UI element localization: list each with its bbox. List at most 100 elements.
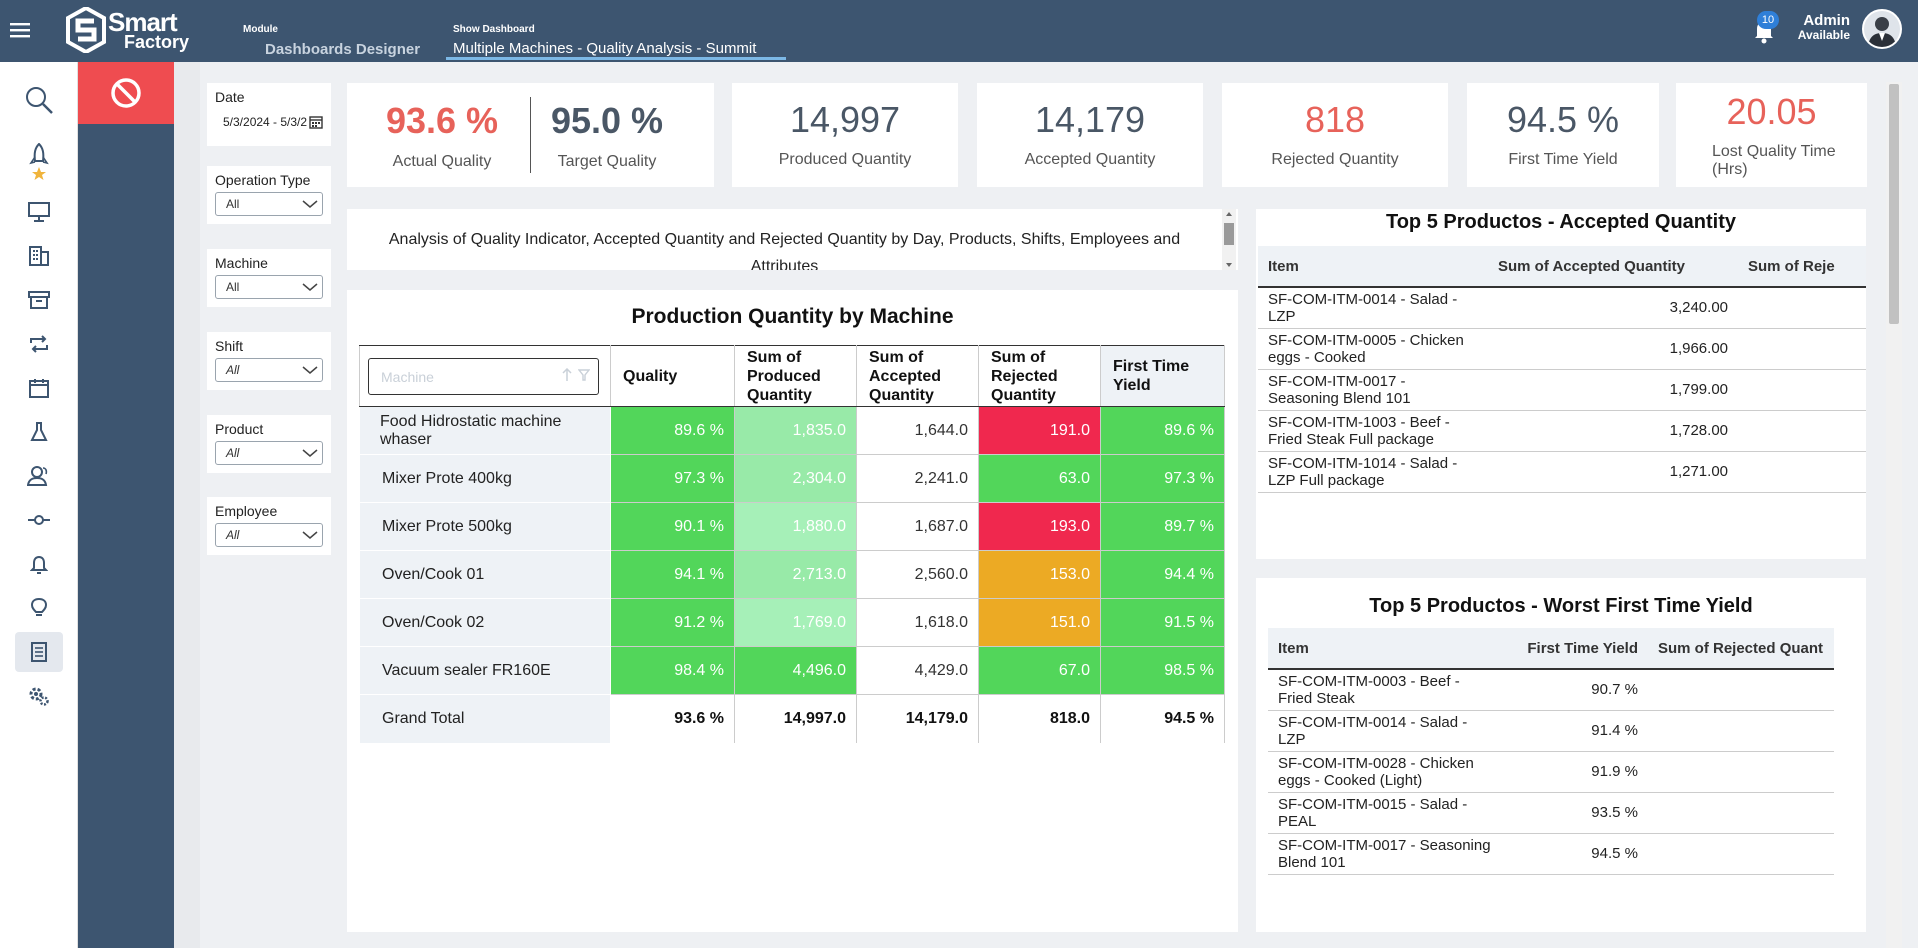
rejected-column-header[interactable]: Sum of Rejected Quantity (978, 345, 1101, 407)
produced-kpi-card: 14,997 Produced Quantity (732, 83, 958, 187)
table-row[interactable]: Vacuum sealer FR160E 98.4 % 4,496.0 4,42… (359, 646, 1225, 695)
item-column-header[interactable]: Item (1268, 628, 1508, 670)
table-row[interactable]: SF-COM-ITM-1003 - Beef - Fried Steak Ful… (1258, 410, 1866, 452)
date-label: Date (215, 89, 245, 105)
table-row[interactable]: SF-COM-ITM-0017 - Seasoning Blend 101 1,7… (1258, 369, 1866, 411)
produced-column-header[interactable]: Sum of Produced Quantity (734, 345, 857, 407)
accepted-kpi-card: 14,179 Accepted Quantity (977, 83, 1203, 187)
actual-quality-value: 93.6 % (385, 100, 499, 141)
value-cell: 3,240.00 (1488, 287, 1738, 329)
page-scrollbar-thumb[interactable] (1889, 84, 1899, 324)
item-column-header[interactable]: Item (1258, 246, 1488, 288)
total-accepted-cell: 14,179.0 (856, 694, 979, 743)
table-row[interactable]: SF-COM-ITM-0014 - Salad - LZP 3,240.00 (1258, 287, 1866, 329)
search-icon[interactable] (15, 80, 63, 120)
row-machine-label: Oven/Cook 02 (359, 598, 611, 647)
row-accepted-cell: 4,429.0 (856, 646, 979, 695)
shift-value: All (226, 363, 240, 377)
menu-icon[interactable] (6, 15, 34, 45)
grand-total-row[interactable]: Grand Total 93.6 % 14,997.0 14,179.0 818… (359, 694, 1225, 743)
row-machine-label: Mixer Prote 500kg (359, 502, 611, 551)
table-row[interactable]: SF-COM-ITM-0017 - Seasoning Blend 101 94.… (1268, 833, 1834, 875)
sum-rejected-column-header[interactable]: Sum of Rejected Quant (1648, 628, 1834, 670)
page-scrollbar[interactable] (1886, 82, 1902, 948)
total-produced-cell: 14,997.0 (734, 694, 857, 743)
lost-time-label: Lost Quality Time (Hrs) (1712, 143, 1836, 178)
product-label: Product (215, 421, 264, 437)
machine-header-box[interactable]: Machine (368, 357, 599, 395)
description-scrollbar[interactable] (1222, 209, 1236, 270)
flask-icon[interactable] (15, 412, 63, 452)
table-header-row: Item Sum of Accepted Quantity Sum of Rej… (1258, 246, 1866, 288)
target-quality-label: Target Quality (557, 153, 657, 170)
monitor-icon[interactable] (15, 192, 63, 232)
target-quality-value: 95.0 % (550, 100, 664, 141)
row-fty-cell: 98.5 % (1100, 646, 1225, 695)
employee-select[interactable]: All (215, 523, 323, 547)
row-fty-cell: 94.4 % (1100, 550, 1225, 599)
stop-button[interactable] (78, 62, 174, 124)
fty-column-header[interactable]: First Time Yield (1508, 628, 1648, 670)
content-gutter (174, 62, 200, 948)
rejected-value: 818 (1304, 99, 1366, 140)
row-rejected-cell: 151.0 (978, 598, 1101, 647)
table-row[interactable]: SF-COM-ITM-0005 - Chicken eggs - Cooked 1… (1258, 328, 1866, 370)
rocket-star-icon[interactable] (15, 140, 63, 184)
item-cell: SF-COM-ITM-0014 - Salad - LZP (1258, 287, 1488, 329)
sort-up-icon[interactable] (562, 367, 572, 382)
report-icon[interactable] (15, 632, 63, 672)
chevron-down-icon (302, 531, 318, 539)
connector-icon[interactable] (15, 500, 63, 540)
empty-cell (1738, 328, 1866, 370)
sum-accepted-column-header[interactable]: Sum of Accepted Quantity (1488, 246, 1738, 288)
avatar[interactable] (1862, 9, 1902, 49)
building-icon[interactable] (15, 236, 63, 276)
machine-select[interactable]: All (215, 275, 323, 299)
dashboard-selector[interactable]: Show Dashboard Multiple Machines - Quali… (446, 24, 786, 60)
filter-icon[interactable] (578, 368, 590, 382)
row-produced-cell: 1,769.0 (734, 598, 857, 647)
row-quality-cell: 90.1 % (610, 502, 735, 551)
table-row[interactable]: Mixer Prote 400kg 97.3 % 2,304.0 2,241.0… (359, 454, 1225, 503)
fty-column-header[interactable]: First Time Yield (1100, 345, 1225, 407)
sum-rejected-column-header[interactable]: Sum of Reje (1738, 246, 1866, 288)
chevron-down-icon (302, 449, 318, 457)
product-select[interactable]: All (215, 441, 323, 465)
quality-column-header[interactable]: Quality (610, 345, 735, 407)
calendar-icon[interactable] (309, 115, 323, 129)
row-machine-label: Oven/Cook 01 (359, 550, 611, 599)
bell-icon[interactable] (15, 544, 63, 584)
description-panel[interactable]: Analysis of Quality Indicator, Accepted … (347, 209, 1238, 270)
table-row[interactable]: SF-COM-ITM-0015 - Salad - PEAL 93.5 % (1268, 792, 1834, 834)
module-caption: Module (243, 24, 278, 35)
table-row[interactable]: Oven/Cook 02 91.2 % 1,769.0 1,618.0 151.… (359, 598, 1225, 647)
shift-select[interactable]: All (215, 358, 323, 382)
table-row[interactable]: Oven/Cook 01 94.1 % 2,713.0 2,560.0 153.… (359, 550, 1225, 599)
table-row[interactable]: SF-COM-ITM-0003 - Beef - Fried Steak 90.7… (1268, 669, 1834, 711)
table-row[interactable]: Food Hidrostatic machine whaser 89.6 % 1… (359, 406, 1225, 455)
table-row[interactable]: SF-COM-ITM-0014 - Salad - LZP 91.4 % (1268, 710, 1834, 752)
users-icon[interactable] (15, 456, 63, 496)
date-range-input[interactable]: 5/3/2024 - 5/3/2024 (215, 109, 323, 135)
table-row[interactable]: SF-COM-ITM-1014 - Salad - LZP Full packa… (1258, 451, 1866, 493)
lightbulb-icon[interactable] (15, 588, 63, 628)
archive-icon[interactable] (15, 280, 63, 320)
machine-column-header[interactable]: Machine (359, 345, 611, 407)
calendar-icon[interactable] (15, 368, 63, 408)
refresh-icon[interactable] (15, 324, 63, 364)
row-accepted-cell: 2,241.0 (856, 454, 979, 503)
block-icon (111, 78, 141, 108)
smart-factory-logo[interactable]: Smart Factory (66, 6, 189, 54)
row-rejected-cell: 63.0 (978, 454, 1101, 503)
accepted-column-header[interactable]: Sum of Accepted Quantity (856, 345, 979, 407)
row-quality-cell: 89.6 % (610, 406, 735, 455)
row-fty-cell: 97.3 % (1100, 454, 1225, 503)
item-cell: SF-COM-ITM-0005 - Chicken eggs - Cooked (1258, 328, 1488, 370)
operation-type-select[interactable]: All (215, 192, 323, 216)
product-value: All (226, 446, 240, 460)
user-info[interactable]: Admin Available (1790, 12, 1850, 43)
table-row[interactable]: SF-COM-ITM-0028 - Chicken eggs - Cooked … (1268, 751, 1834, 793)
table-row[interactable]: Mixer Prote 500kg 90.1 % 1,880.0 1,687.0… (359, 502, 1225, 551)
produced-value: 14,997 (789, 99, 901, 140)
settings-gears-icon[interactable] (15, 676, 63, 716)
